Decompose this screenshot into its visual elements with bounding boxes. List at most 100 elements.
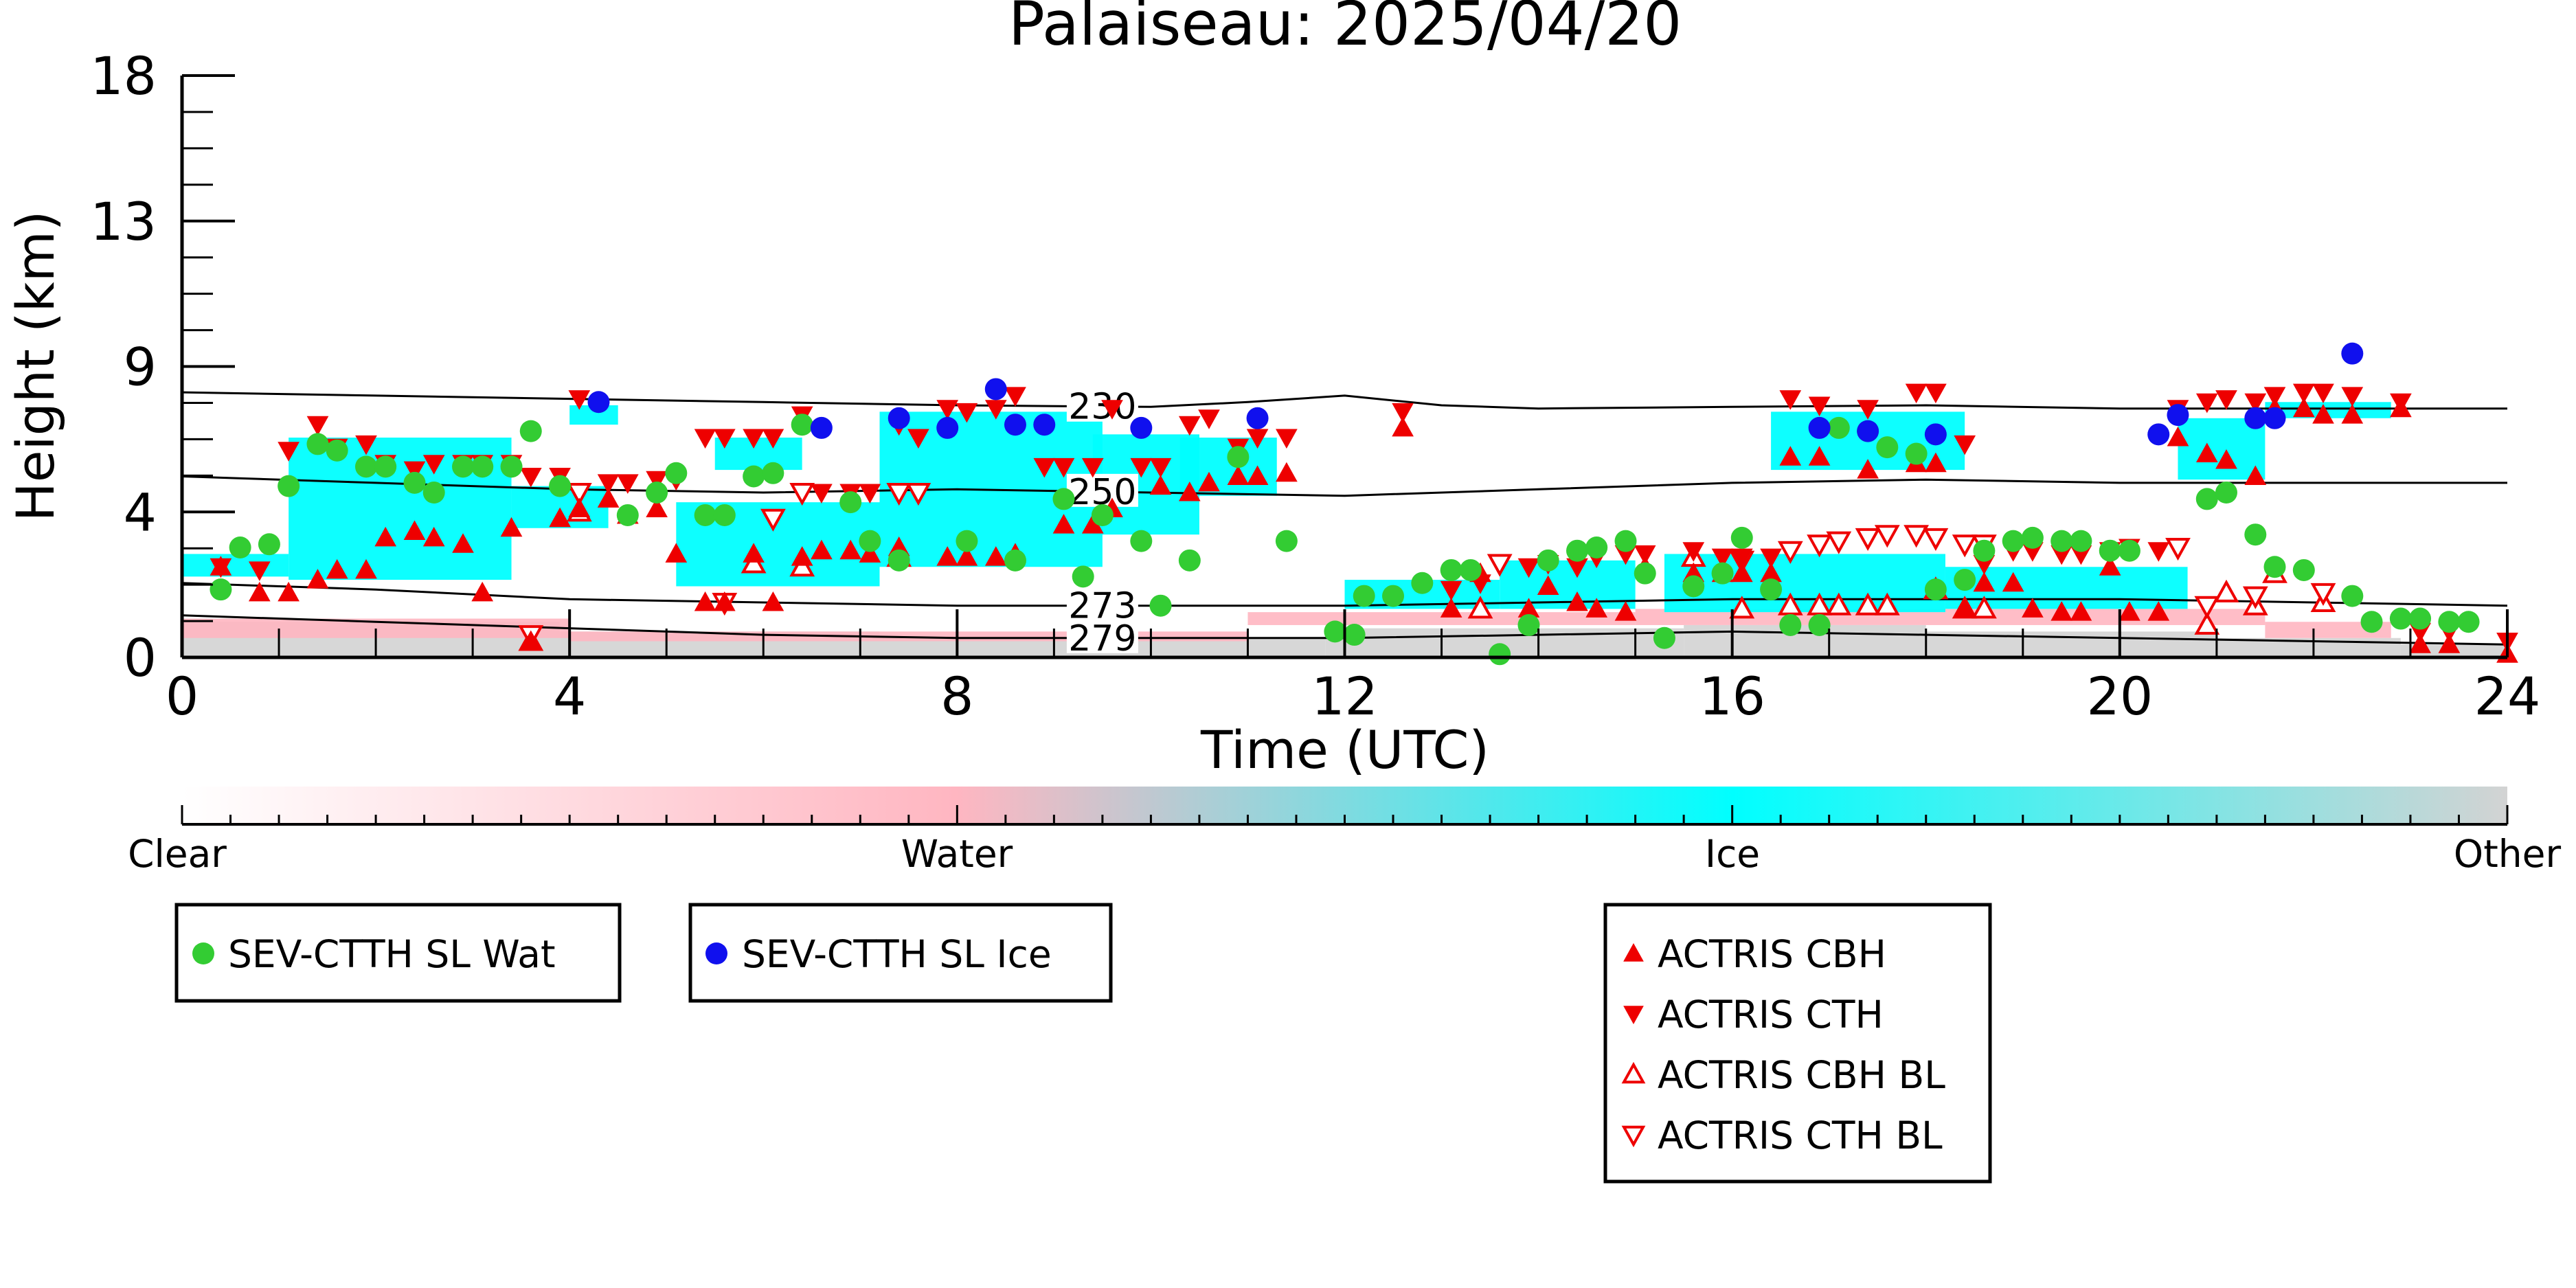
actris-cth-bl-point-10	[1807, 534, 1832, 558]
y-tick-label-18: 18	[90, 45, 157, 106]
sev-ctth-sl-wat-point-22	[791, 414, 813, 436]
sev-ctth-sl-wat-point-63	[1973, 539, 1996, 562]
actris-cbh-point-61	[2002, 572, 2024, 592]
sev-ctth-sl-wat-point-2	[258, 533, 280, 556]
actris-cth-point-60	[1905, 383, 1928, 404]
actris-cbh-bl-point-12	[1874, 592, 1900, 615]
actris-cbh-point-29	[956, 546, 978, 566]
contour-label-bg-250	[1066, 473, 1138, 507]
actris-cth-bl-point-12	[1855, 528, 1881, 552]
colorbar-label-water: Water	[901, 832, 1013, 876]
sev-ctth-sl-wat-point-64	[2002, 530, 2024, 552]
actris-cth-point-44	[1392, 403, 1414, 423]
sev-ctth-sl-wat-point-16	[646, 482, 668, 504]
actris-cbh-point-55	[1808, 446, 1831, 466]
actris-cth-point-42	[1246, 429, 1269, 449]
sev-ctth-sl-wat-point-13	[519, 420, 542, 442]
actris-cbh-point-42	[1440, 598, 1462, 618]
x-axis-label: Time (UTC)	[1200, 719, 1489, 780]
actris-cth-point-20	[713, 429, 736, 449]
sev-ctth-sl-wat-point-67	[2070, 530, 2092, 552]
legend-wat-marker	[192, 942, 214, 964]
actris-cbh-point-26	[859, 543, 881, 563]
actris-cth-point-78	[2341, 387, 2364, 407]
sev-ctth-sl-wat-point-61	[1924, 578, 1947, 601]
sev-ctth-sl-wat-point-27	[1004, 549, 1026, 572]
actris-cth-point-56	[1760, 548, 1782, 569]
actris-cbh-bl-point-7	[1729, 596, 1755, 619]
actris-cth-point-53	[1682, 542, 1705, 562]
actris-cth-bl-point-5	[886, 483, 912, 506]
actris-cth-point-12	[519, 468, 542, 488]
actris-cth-bl-point-19	[2194, 596, 2220, 619]
actris-cth-point-22	[762, 429, 784, 449]
legend-actris: ACTRIS CBH ACTRIS CTH ACTRIS CBH BL ACTR…	[1603, 903, 1992, 1184]
sev-ctth-sl-wat-point-40	[1411, 572, 1434, 594]
markers	[210, 342, 2518, 666]
actris-cbh-point-77	[2409, 633, 2431, 653]
actris-cth-point-43	[1276, 429, 1298, 449]
legend-cbh-bl-label: ACTRIS CBH BL	[1658, 1053, 1945, 1097]
legend-cbh-label: ACTRIS CBH	[1658, 932, 1886, 976]
sev-ctth-sl-ice-point-6	[1033, 414, 1056, 436]
legend-ice-label: SEV-CTTH SL Ice	[742, 932, 1052, 976]
actris-cbh-point-58	[1925, 452, 1947, 473]
sev-ctth-sl-wat-point-17	[665, 462, 688, 484]
x-tick-label-8: 8	[940, 666, 973, 727]
sev-ctth-sl-wat-point-25	[888, 549, 910, 572]
mask-ice-14	[2178, 418, 2266, 480]
actris-cth-point-72	[2195, 393, 2218, 414]
sev-ctth-sl-wat-point-14	[549, 475, 572, 497]
sev-ctth-sl-ice-point-1	[810, 416, 833, 439]
sev-ctth-sl-wat-point-24	[859, 530, 881, 552]
sev-ctth-sl-ice-point-11	[1924, 423, 1947, 446]
sev-ctth-sl-wat-point-18	[694, 504, 716, 526]
sev-ctth-sl-wat-point-41	[1440, 558, 1462, 581]
sev-ctth-sl-wat-point-23	[839, 491, 862, 514]
actris-cbh-bl-point-5	[1467, 596, 1493, 619]
legend-cth-bl-label: ACTRIS CTH BL	[1658, 1114, 1943, 1157]
actris-cbh-point-8	[422, 526, 445, 547]
actris-cth-point-38	[1149, 457, 1172, 478]
actris-cbh-point-3	[306, 569, 329, 589]
legend-ice: SEV-CTTH SL Ice	[688, 903, 1113, 1003]
sev-ctth-sl-wat-point-76	[2360, 611, 2383, 633]
actris-cth-point-14	[568, 390, 591, 410]
legend-wat-label: SEV-CTTH SL Wat	[228, 932, 556, 976]
legend-wat-box	[174, 903, 622, 1003]
legend-ice-box	[688, 903, 1113, 1003]
actris-cth-point-70	[2147, 542, 2170, 562]
actris-cth-point-37	[1130, 457, 1153, 478]
y-tick-label-9: 9	[124, 337, 157, 398]
actris-cth-bl-point-13	[1874, 525, 1900, 548]
actris-cth-bl-point-14	[1903, 525, 1929, 548]
colorbar-label-ice: Ice	[1705, 832, 1760, 876]
actris-cbh-point-45	[1537, 575, 1559, 595]
colorbar: Clear Water Ice Other	[128, 787, 2561, 876]
mask-water-4	[2265, 622, 2391, 638]
actris-cbh-point-59	[1954, 598, 1976, 618]
sev-ctth-sl-wat-point-71	[2215, 482, 2237, 504]
sev-ctth-sl-wat-point-48	[1614, 530, 1637, 552]
actris-cbh-point-6	[374, 526, 397, 547]
sev-ctth-sl-wat-point-49	[1634, 562, 1656, 585]
actris-cbh-point-74	[2312, 404, 2334, 424]
actris-cth-point-21	[743, 429, 765, 449]
actris-cth-point-45	[1440, 580, 1462, 601]
sev-ctth-sl-wat-point-10	[452, 455, 475, 478]
actris-cth-point-32	[1004, 387, 1026, 407]
actris-cth-point-0	[210, 558, 232, 578]
contour-230	[182, 391, 2507, 410]
y-tick-label-13: 13	[90, 191, 157, 252]
sev-ctth-sl-wat-point-15	[616, 504, 639, 526]
sev-ctth-sl-wat-point-54	[1760, 578, 1783, 601]
sev-ctth-sl-wat-point-46	[1566, 539, 1588, 562]
sev-ctth-sl-wat-point-73	[2263, 556, 2286, 578]
sev-ctth-sl-ice-point-0	[587, 391, 610, 414]
sev-ctth-sl-wat-point-53	[1730, 526, 1753, 549]
actris-cth-point-29	[936, 400, 959, 420]
sev-ctth-sl-wat-point-4	[306, 433, 329, 455]
sev-ctth-sl-ice-point-5	[1004, 414, 1026, 436]
sev-ctth-sl-wat-point-51	[1682, 575, 1705, 598]
